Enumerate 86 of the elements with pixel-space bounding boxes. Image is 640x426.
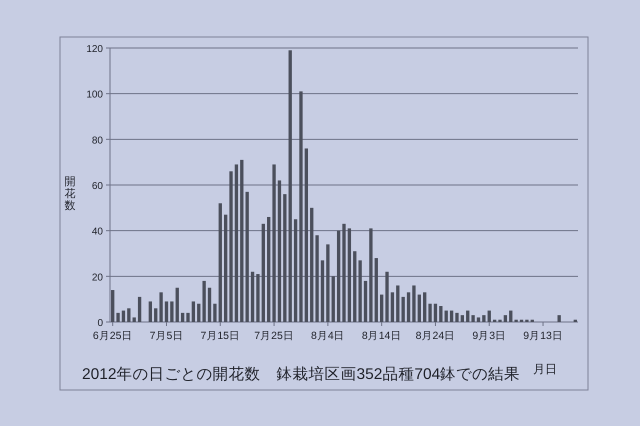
bar (294, 219, 298, 322)
y-axis-title: 開花数 (64, 176, 76, 212)
bar (315, 235, 319, 322)
bar (132, 317, 136, 322)
x-axis-title: 月日 (533, 362, 557, 376)
bar (471, 315, 475, 322)
bar (202, 280, 206, 322)
bar (428, 304, 432, 322)
x-tick-label: 7月5日 (150, 330, 184, 342)
x-tick-label: 8月24日 (416, 330, 456, 342)
x-tick-label: 9月13日 (523, 330, 563, 342)
x-tick-label: 8月4日 (311, 330, 345, 342)
bar (224, 214, 228, 322)
bar (385, 272, 389, 322)
bar (304, 148, 308, 322)
bar (369, 228, 373, 322)
y-tick-label: 40 (92, 226, 104, 238)
bar (213, 304, 217, 322)
x-tick-label: 6月25日 (92, 330, 132, 342)
bar (246, 192, 249, 322)
x-tick-label: 9月3日 (472, 330, 506, 342)
bar (138, 296, 142, 322)
bar (504, 315, 508, 322)
bar (262, 224, 265, 322)
bar (558, 315, 561, 322)
bar (353, 251, 356, 322)
bar (170, 301, 174, 322)
bar (418, 294, 421, 322)
bar (197, 304, 200, 322)
bar (374, 258, 378, 322)
bar (299, 91, 303, 322)
bar (122, 310, 126, 322)
bar (326, 244, 330, 322)
bar (111, 290, 114, 322)
bar (358, 260, 362, 322)
bar (218, 203, 222, 322)
bar (488, 310, 491, 322)
y-tick-label: 120 (86, 44, 104, 55)
bar (332, 276, 335, 322)
bar (154, 308, 158, 322)
bar (396, 285, 400, 322)
y-tick-label: 20 (92, 272, 104, 284)
bar (412, 285, 416, 322)
bar (234, 164, 238, 322)
y-tick-label: 80 (92, 135, 104, 146)
bar (320, 260, 324, 322)
bar (444, 310, 448, 322)
bar (509, 310, 512, 322)
bar (380, 294, 384, 322)
bar (278, 180, 282, 322)
bar (267, 216, 270, 322)
bar (460, 315, 464, 322)
bar (240, 160, 244, 322)
bar (272, 164, 276, 322)
bar (336, 230, 340, 322)
bar (288, 50, 292, 322)
bar (450, 310, 454, 322)
bar (423, 292, 426, 322)
x-tick-label: 7月25日 (254, 330, 294, 342)
bar (466, 310, 470, 322)
x-tick-label: 7月15日 (200, 330, 240, 342)
y-tick-label: 60 (92, 181, 104, 192)
text: 2012年の日ごとの開花数 鉢栽培区画352品種704鉢での結果 (82, 365, 520, 383)
bar (364, 280, 368, 322)
bar (434, 304, 438, 322)
bar (164, 301, 168, 322)
bar (256, 274, 260, 322)
bar (482, 315, 486, 322)
y-tick-label: 100 (86, 90, 104, 101)
bar (159, 292, 163, 322)
bar (250, 272, 254, 322)
bar (127, 308, 130, 322)
bar (348, 228, 352, 322)
bar (176, 288, 179, 322)
bar (390, 292, 394, 322)
bar (229, 171, 233, 322)
x-tick-label: 8月14日 (362, 330, 402, 342)
bar (192, 301, 196, 322)
bar (148, 301, 152, 322)
bar (283, 194, 286, 322)
y-tick-label: 0 (97, 318, 104, 329)
bar (342, 224, 346, 322)
bar (180, 312, 184, 322)
bar (310, 208, 314, 322)
bar (402, 296, 405, 322)
bar (439, 306, 442, 322)
